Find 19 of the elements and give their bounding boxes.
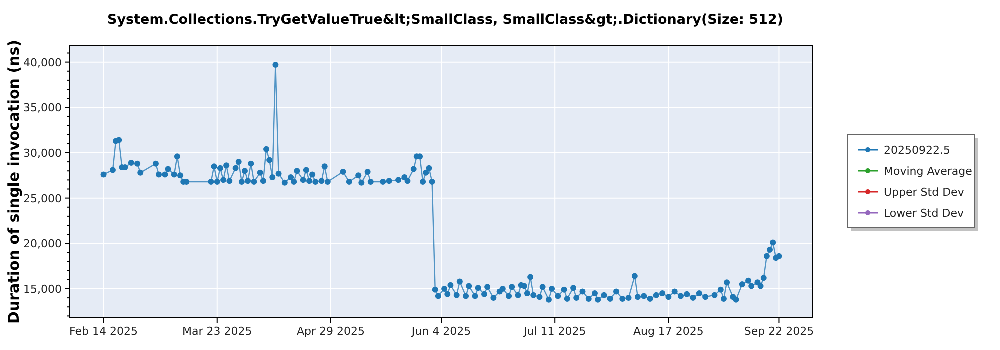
y-tick-label: 40,000: [24, 56, 62, 70]
y-axis-title: Duration of single invocation (ns): [5, 40, 23, 324]
x-tick-label: Feb 14 2025: [70, 325, 138, 338]
x-tick-label: Jul 11 2025: [522, 325, 586, 338]
y-tick-label: 20,000: [24, 238, 62, 251]
x-tick-label: Apr 29 2025: [296, 325, 365, 338]
legend-label: Moving Average: [884, 165, 973, 178]
y-tick-label: 30,000: [24, 146, 62, 160]
legend-label: Lower Std Dev: [884, 207, 964, 220]
x-tick-label: Aug 17 2025: [633, 325, 704, 338]
legend-label: Upper Std Dev: [884, 186, 965, 199]
x-tick-label: Sep 22 2025: [744, 325, 814, 338]
y-tick-label: 25,000: [24, 192, 62, 206]
chart-title: System.Collections.TryGetValueTrue&lt;SmallClass, SmallClass&gt;.Dictionary(Size: 512): [108, 12, 784, 28]
y-tick-label: 15,000: [24, 282, 62, 296]
x-tick-label: Mar 23 2025: [182, 325, 252, 338]
x-tick-label: Jun 4 2025: [410, 325, 472, 338]
legend-label: 20250922.5: [884, 144, 950, 157]
y-tick-label: 35,000: [24, 102, 62, 115]
